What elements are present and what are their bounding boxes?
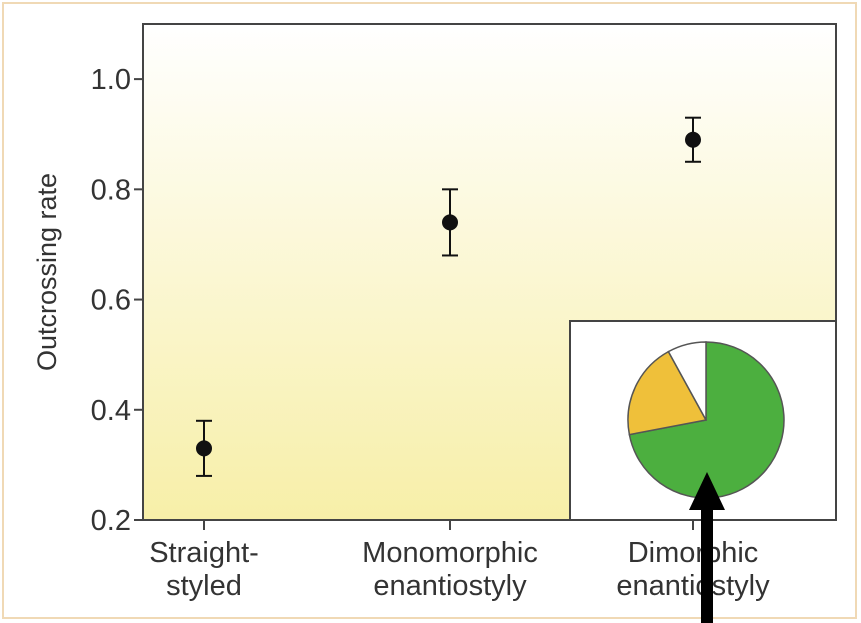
x-category-label: enantiostyly [373, 570, 527, 602]
x-category-labels: Straight-styledMonomorphicenantiostylyDi… [149, 537, 770, 602]
y-tick-label: 0.4 [91, 395, 131, 427]
y-tick-label: 1.0 [91, 64, 131, 96]
x-category-label: styled [166, 570, 242, 602]
y-tick-label: 0.8 [91, 174, 131, 206]
x-category-label: Straight- [149, 537, 259, 569]
pie-slice [627, 350, 708, 436]
x-category-label: Monomorphic [362, 537, 538, 569]
data-point [196, 440, 212, 457]
pointer-arrow [689, 472, 725, 623]
x-axis [203, 520, 694, 530]
y-tick-label: 0.6 [91, 285, 131, 317]
data-points [196, 116, 701, 477]
inset-pie-chart [627, 341, 785, 499]
y-tick-label: 0.2 [91, 505, 131, 537]
y-axis-title: Outcrossing rate [32, 173, 62, 371]
arrow-head [689, 472, 725, 510]
data-point [442, 214, 458, 231]
x-category-label: Dimorphic [628, 537, 759, 569]
y-axis: 0.2 0.4 0.6 0.8 1.0 [91, 64, 143, 537]
x-category-label: enantiostyly [616, 570, 770, 602]
data-point [685, 131, 701, 148]
pie-slice [667, 341, 707, 421]
